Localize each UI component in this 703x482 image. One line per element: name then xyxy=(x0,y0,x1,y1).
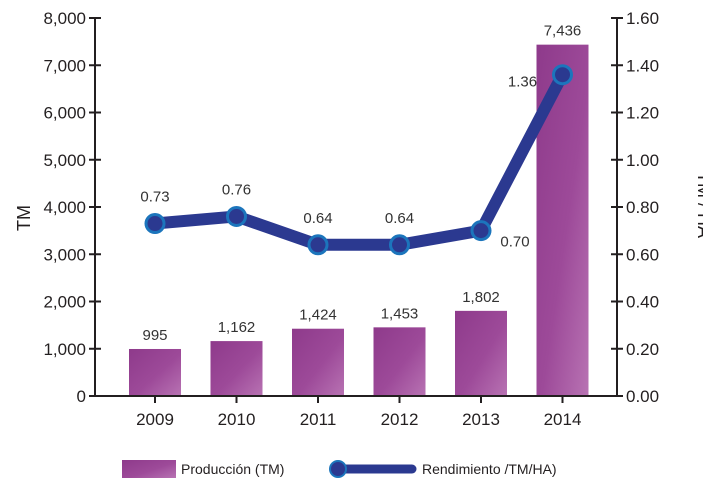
line-path xyxy=(155,75,563,245)
legend: Producción (TM) Rendimiento /TM/HA) xyxy=(122,460,557,478)
legend-label-line: Rendimiento /TM/HA) xyxy=(422,461,557,477)
line-point xyxy=(146,215,164,233)
left-tick-label: 3,000 xyxy=(43,245,86,264)
right-tick-label: 1.20 xyxy=(626,104,659,123)
line-point xyxy=(554,66,572,84)
left-tick-label: 8,000 xyxy=(43,9,86,28)
y-axis-title: TM xyxy=(14,205,34,231)
right-tick-label: 1.00 xyxy=(626,151,659,170)
y2-axis-title: TM / HA xyxy=(694,172,703,238)
bar-value-label: 995 xyxy=(142,327,167,344)
right-tick-label: 0.60 xyxy=(626,245,659,264)
left-tick-label: 1,000 xyxy=(43,340,86,359)
point-value-label: 0.64 xyxy=(385,210,414,227)
x-tick-label: 2014 xyxy=(544,410,582,429)
line-point xyxy=(228,207,246,225)
legend-label-bar: Producción (TM) xyxy=(181,461,284,477)
bar xyxy=(374,327,426,396)
left-tick-label: 4,000 xyxy=(43,198,86,217)
point-value-label: 0.64 xyxy=(303,210,332,227)
bar-value-label: 7,436 xyxy=(544,23,582,40)
legend-swatch-marker xyxy=(330,461,346,477)
x-tick-label: 2010 xyxy=(218,410,256,429)
point-value-label: 1.36 xyxy=(508,74,537,91)
line-point xyxy=(309,236,327,254)
x-tick-label: 2013 xyxy=(462,410,500,429)
right-tick-label: 1.60 xyxy=(626,9,659,28)
point-value-label: 0.70 xyxy=(500,234,529,251)
point-value-label: 0.73 xyxy=(140,189,169,206)
right-tick-label: 0.00 xyxy=(626,387,659,406)
left-tick-label: 7,000 xyxy=(43,56,86,75)
line-point xyxy=(472,222,490,240)
line-point xyxy=(391,236,409,254)
left-tick-label: 2,000 xyxy=(43,293,86,312)
x-tick-label: 2012 xyxy=(381,410,419,429)
left-tick-label: 6,000 xyxy=(43,104,86,123)
line-series: 0.73 0.76 0.64 0.64 0.70 1.36 xyxy=(140,66,571,254)
x-axis: 2009 2010 2011 2012 2013 2014 xyxy=(95,396,617,429)
bar xyxy=(129,349,181,396)
x-tick-label: 2009 xyxy=(136,410,174,429)
bar-value-label: 1,453 xyxy=(381,305,419,322)
left-tick-label: 0 xyxy=(77,387,86,406)
point-value-label: 0.76 xyxy=(222,181,251,198)
left-tick-label: 5,000 xyxy=(43,151,86,170)
bar-value-label: 1,802 xyxy=(462,289,500,306)
legend-swatch-bar xyxy=(122,460,176,478)
right-tick-label: 1.40 xyxy=(626,56,659,75)
bar xyxy=(455,311,507,396)
right-tick-label: 0.40 xyxy=(626,293,659,312)
left-axis: 0 1,000 2,000 3,000 4,000 5,000 6,000 7,000 8,00… xyxy=(43,9,101,406)
x-tick-label: 2011 xyxy=(300,410,337,429)
bar-value-label: 1,162 xyxy=(218,319,256,336)
right-tick-label: 0.20 xyxy=(626,340,659,359)
right-tick-label: 0.80 xyxy=(626,198,659,217)
right-axis: 0.00 0.20 0.40 0.60 0.80 1.00 1.20 1.40 1.60 xyxy=(611,9,659,406)
bar xyxy=(211,341,263,396)
bar-value-label: 1,424 xyxy=(299,307,337,324)
bar xyxy=(292,329,344,396)
